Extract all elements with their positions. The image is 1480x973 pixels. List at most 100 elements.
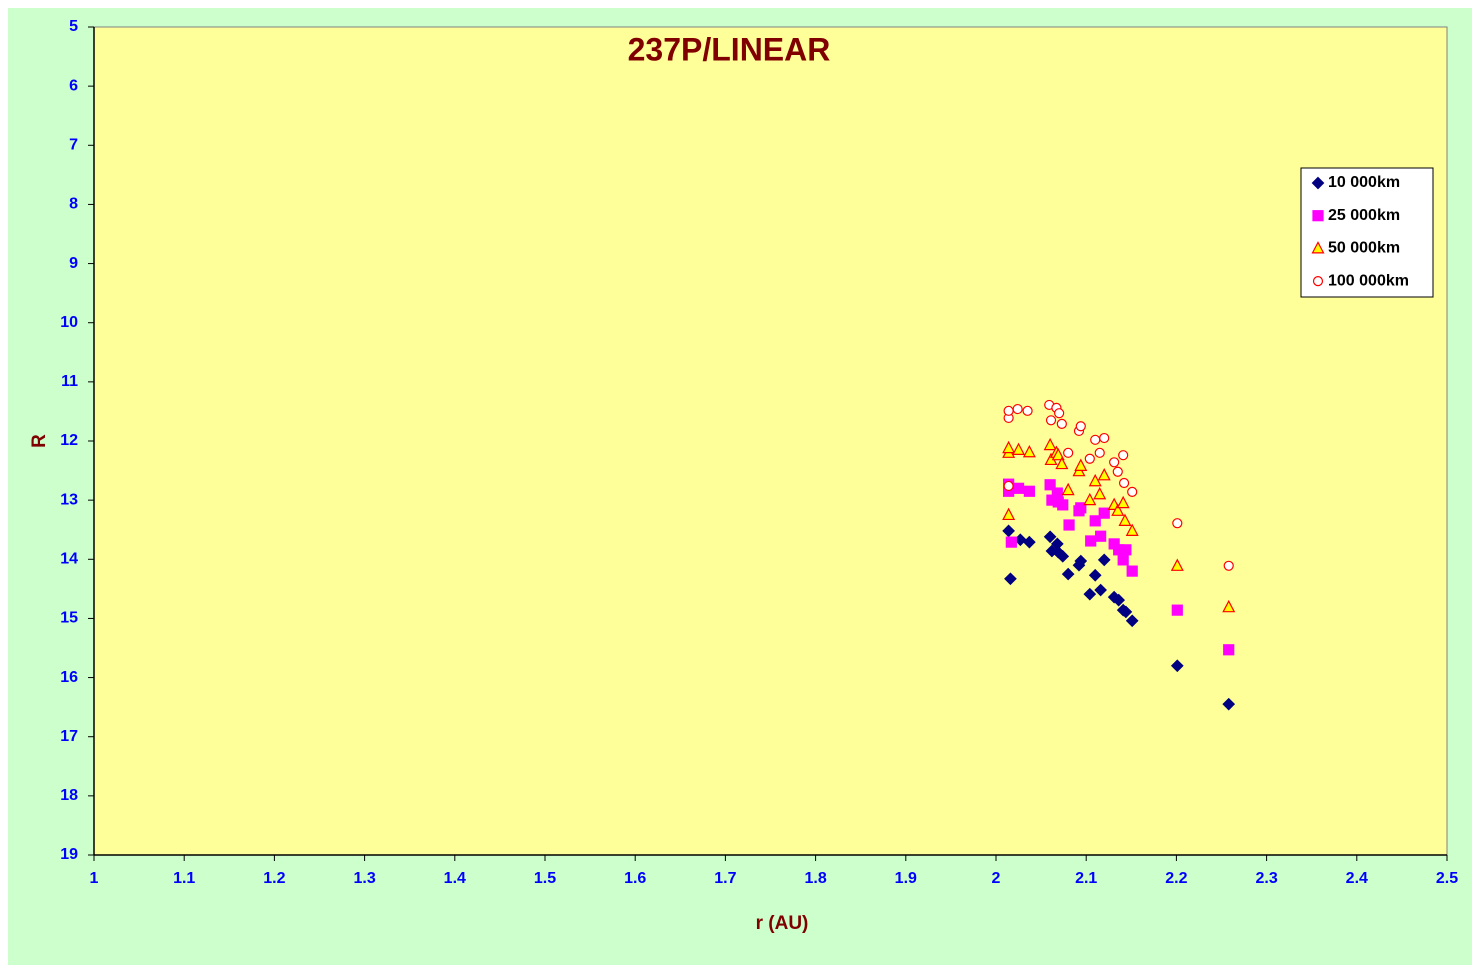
x-tick-label: 1.2: [263, 870, 285, 887]
x-tick-label: 1.3: [353, 870, 375, 887]
data-point: [1084, 453, 1095, 464]
data-point: [1222, 599, 1236, 613]
data-point: [1051, 447, 1065, 461]
data-point: [1095, 530, 1107, 542]
data-point: [1012, 442, 1026, 455]
data-point: [1044, 479, 1056, 491]
data-point: [1083, 492, 1097, 506]
data-point: [1125, 614, 1139, 628]
data-point: [1171, 604, 1183, 616]
data-point: [1004, 572, 1017, 586]
legend-marker: [1312, 210, 1324, 222]
data-point: [1056, 549, 1070, 563]
data-point: [1002, 507, 1016, 521]
data-point: [1074, 458, 1088, 471]
data-point: [1083, 587, 1097, 601]
data-point: [1125, 523, 1139, 536]
y-tick-label: 19: [60, 846, 78, 863]
y-tick-label: 14: [60, 551, 78, 568]
x-tick-label: 2.4: [1346, 870, 1368, 887]
data-point: [1126, 565, 1138, 577]
data-point: [1093, 486, 1107, 500]
x-tick-label: 1.4: [444, 870, 466, 887]
legend-marker: [1311, 176, 1325, 190]
data-point: [1222, 697, 1236, 711]
y-tick-label: 16: [60, 669, 78, 686]
x-tick-label: 1.1: [173, 870, 195, 887]
data-point: [1055, 456, 1069, 470]
data-point: [1223, 644, 1235, 656]
data-point: [1097, 468, 1111, 481]
legend-marker: [1312, 276, 1324, 287]
x-tick-label: 2.2: [1165, 870, 1187, 887]
data-point: [1002, 524, 1015, 538]
data-point: [1088, 473, 1102, 487]
y-tick-label: 6: [69, 77, 78, 94]
x-tick-label: 1.8: [804, 870, 826, 887]
data-point: [1002, 440, 1016, 454]
data-point: [1063, 447, 1074, 458]
x-tick-label: 2.3: [1255, 870, 1277, 887]
data-point: [1172, 518, 1183, 529]
x-tick-label: 2: [992, 870, 1001, 887]
data-point: [1170, 558, 1184, 571]
data-point: [1120, 544, 1132, 556]
data-point: [1090, 434, 1101, 445]
data-point: [1043, 437, 1057, 451]
data-point: [1075, 421, 1086, 432]
legend-marker: [1311, 241, 1325, 254]
data-point: [1094, 583, 1107, 597]
data-point: [1074, 554, 1088, 568]
data-point: [1117, 554, 1129, 566]
x-tick-label: 2.1: [1075, 870, 1097, 887]
legend-label: 50 000km: [1328, 240, 1400, 257]
x-tick-label: 1.7: [714, 870, 736, 887]
legend-box: [1300, 167, 1434, 298]
data-point: [1097, 553, 1111, 567]
data-point: [1023, 485, 1035, 497]
y-tick-label: 8: [69, 196, 78, 213]
y-tick-label: 5: [69, 18, 78, 35]
data-point: [1118, 450, 1129, 461]
data-point: [1054, 408, 1065, 419]
data-point: [1057, 499, 1069, 511]
data-point: [1003, 405, 1014, 416]
data-point: [1085, 535, 1097, 547]
legend-label: 10 000km: [1328, 174, 1400, 191]
data-point: [1094, 447, 1105, 458]
data-point: [1063, 519, 1075, 531]
x-tick-label: 1.5: [534, 870, 556, 887]
y-axis-title: R: [29, 434, 50, 448]
data-point: [1118, 513, 1132, 526]
data-point: [1118, 477, 1130, 489]
data-point: [1003, 480, 1014, 492]
data-point: [1111, 503, 1125, 516]
data-point: [1127, 486, 1138, 497]
data-point: [1012, 403, 1023, 415]
y-tick-label: 11: [61, 373, 78, 390]
y-tick-label: 9: [69, 255, 78, 272]
data-point: [1223, 560, 1234, 571]
y-tick-label: 13: [60, 491, 78, 508]
y-tick-label: 18: [60, 787, 78, 804]
y-tick-label: 10: [60, 314, 78, 331]
data-point: [1022, 444, 1036, 458]
x-tick-label: 1.6: [624, 870, 646, 887]
data-point: [1088, 568, 1102, 582]
chart-title: 237P/LINEAR: [628, 31, 831, 67]
data-point: [1112, 593, 1126, 607]
data-point: [1170, 659, 1184, 673]
x-tick-label: 2.5: [1436, 870, 1458, 887]
data-point: [1061, 567, 1075, 581]
y-tick-label: 17: [60, 728, 78, 745]
y-tick-label: 7: [69, 137, 78, 154]
legend-label: 25 000km: [1328, 207, 1400, 224]
data-point: [1056, 418, 1067, 429]
data-point: [1075, 502, 1087, 514]
x-axis-title: r (AU): [756, 913, 809, 934]
y-tick-label: 12: [60, 432, 78, 449]
data-point: [1119, 605, 1133, 619]
data-point: [1089, 515, 1101, 527]
data-point: [1116, 495, 1130, 509]
